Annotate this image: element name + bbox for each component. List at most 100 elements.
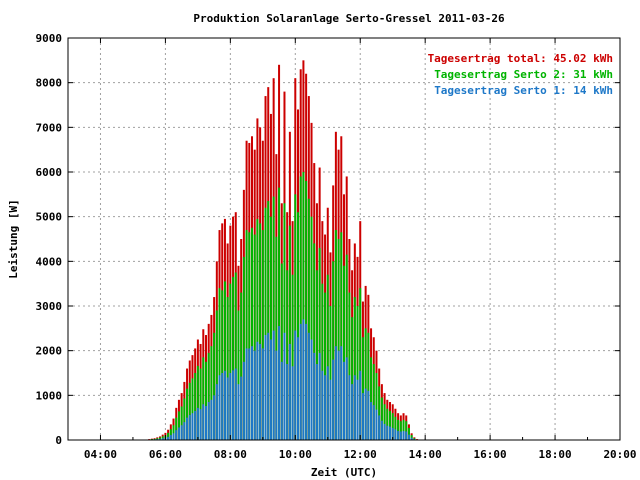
bar-serto-1 [410, 437, 413, 440]
bar-serto-2 [340, 232, 343, 440]
bar-serto-1 [188, 414, 191, 440]
bar-serto-1 [318, 352, 321, 440]
bar-serto-1 [394, 429, 397, 440]
bar-serto-2 [321, 283, 324, 440]
bar-serto-2 [237, 310, 240, 440]
bar-serto-2 [264, 207, 267, 440]
bar-serto-2 [242, 256, 245, 440]
plot-frame [67, 37, 621, 441]
bar-serto-2 [199, 368, 202, 440]
bar-serto-2 [375, 373, 378, 440]
bar-serto-1 [175, 430, 178, 440]
x-tick-label: 04:00 [84, 448, 117, 461]
x-tick-label: 20:00 [603, 448, 636, 461]
bar-serto-1 [288, 343, 291, 440]
bar-serto-2 [394, 416, 397, 440]
bar-serto-1 [291, 366, 294, 440]
bar-serto-2 [318, 247, 321, 440]
bar-serto-2 [372, 364, 375, 440]
bar-serto-1 [367, 390, 370, 440]
bar-serto-2 [202, 357, 205, 440]
bar-serto-2 [278, 187, 281, 440]
bar-serto-1 [177, 427, 180, 440]
bar-serto-2 [183, 398, 186, 440]
bar-serto-2 [361, 337, 364, 440]
bar-serto-1 [372, 405, 375, 440]
bar-serto-2 [389, 410, 391, 440]
y-tick-label: 4000 [36, 255, 63, 268]
bar-serto-1 [210, 399, 213, 440]
bar-serto-2 [269, 216, 272, 440]
bar-serto-1 [191, 413, 194, 440]
ticks: 0 1000 2000 3000 4000 5000 6000 7000 8000 9000 04:… [36, 32, 637, 461]
bar-serto-2 [343, 265, 345, 440]
bar-serto-1 [380, 420, 383, 440]
bar-serto-1 [183, 422, 186, 440]
bar-serto-1 [329, 379, 332, 440]
bar-serto-2 [261, 230, 264, 440]
bar-serto-1 [345, 357, 348, 440]
bar-serto-2 [223, 281, 226, 440]
bar-serto-1 [407, 434, 410, 440]
y-tick-label: 5000 [36, 211, 63, 224]
bar-serto-2 [256, 218, 259, 440]
bar-serto-1 [307, 332, 310, 440]
bar-serto-1 [378, 415, 381, 440]
bar-serto-1 [232, 370, 235, 440]
bar-serto-2 [288, 225, 291, 440]
bar-serto-2 [161, 436, 164, 440]
bar-serto-2 [283, 203, 286, 440]
x-tick-label: 10:00 [279, 448, 312, 461]
bar-serto-1 [169, 435, 172, 440]
bar-serto-1 [332, 359, 335, 440]
bar-serto-1 [402, 431, 405, 440]
bar-serto-1 [275, 350, 278, 440]
bar-serto-1 [180, 425, 183, 440]
bar-serto-1 [321, 370, 324, 440]
bar-serto-1 [302, 319, 305, 440]
bar-serto-2 [299, 176, 302, 440]
bar-serto-1 [269, 339, 272, 440]
bar-serto-2 [345, 254, 348, 440]
bar-serto-2 [367, 332, 370, 440]
bar-serto-2 [305, 180, 308, 440]
bar-serto-2 [380, 397, 383, 440]
bar-serto-1 [172, 433, 175, 440]
legend-entry: Tagesertrag Serto 1: 14 kWh [434, 84, 613, 97]
bar-serto-2 [245, 230, 248, 440]
y-tick-label: 8000 [36, 77, 63, 90]
bar-serto-1 [356, 379, 359, 440]
y-axis-label: Leistung [W] [7, 199, 20, 278]
bar-serto-1 [226, 377, 229, 440]
bar-serto-1 [283, 332, 286, 440]
bar-serto-2 [188, 382, 191, 440]
y-tick-label: 7000 [36, 121, 63, 134]
bar-serto-2 [167, 432, 170, 440]
y-tick-label: 2000 [36, 345, 63, 358]
y-tick-label: 6000 [36, 166, 63, 179]
y-tick-label: 1000 [36, 389, 63, 402]
bar-serto-2 [307, 198, 310, 440]
bar-serto-2 [410, 435, 413, 440]
bar-serto-2 [172, 425, 175, 440]
bar-serto-2 [353, 297, 356, 440]
bar-serto-1 [383, 423, 386, 440]
bar-serto-2 [280, 263, 283, 440]
bar-serto-2 [286, 270, 289, 440]
bar-serto-1 [223, 370, 226, 440]
bar-serto-1 [370, 402, 373, 440]
bar-serto-2 [315, 270, 318, 440]
bar-serto-1 [261, 348, 264, 440]
bar-serto-1 [256, 341, 259, 440]
bar-serto-2 [291, 274, 294, 440]
bar-serto-2 [405, 421, 408, 440]
bar-serto-1 [294, 330, 297, 440]
bar-serto-1 [340, 346, 343, 440]
bar-serto-1 [240, 376, 243, 440]
bar-serto-2 [364, 328, 367, 440]
bar-serto-2 [391, 413, 394, 440]
bar-serto-2 [332, 261, 335, 440]
bar-serto-1 [161, 438, 164, 440]
